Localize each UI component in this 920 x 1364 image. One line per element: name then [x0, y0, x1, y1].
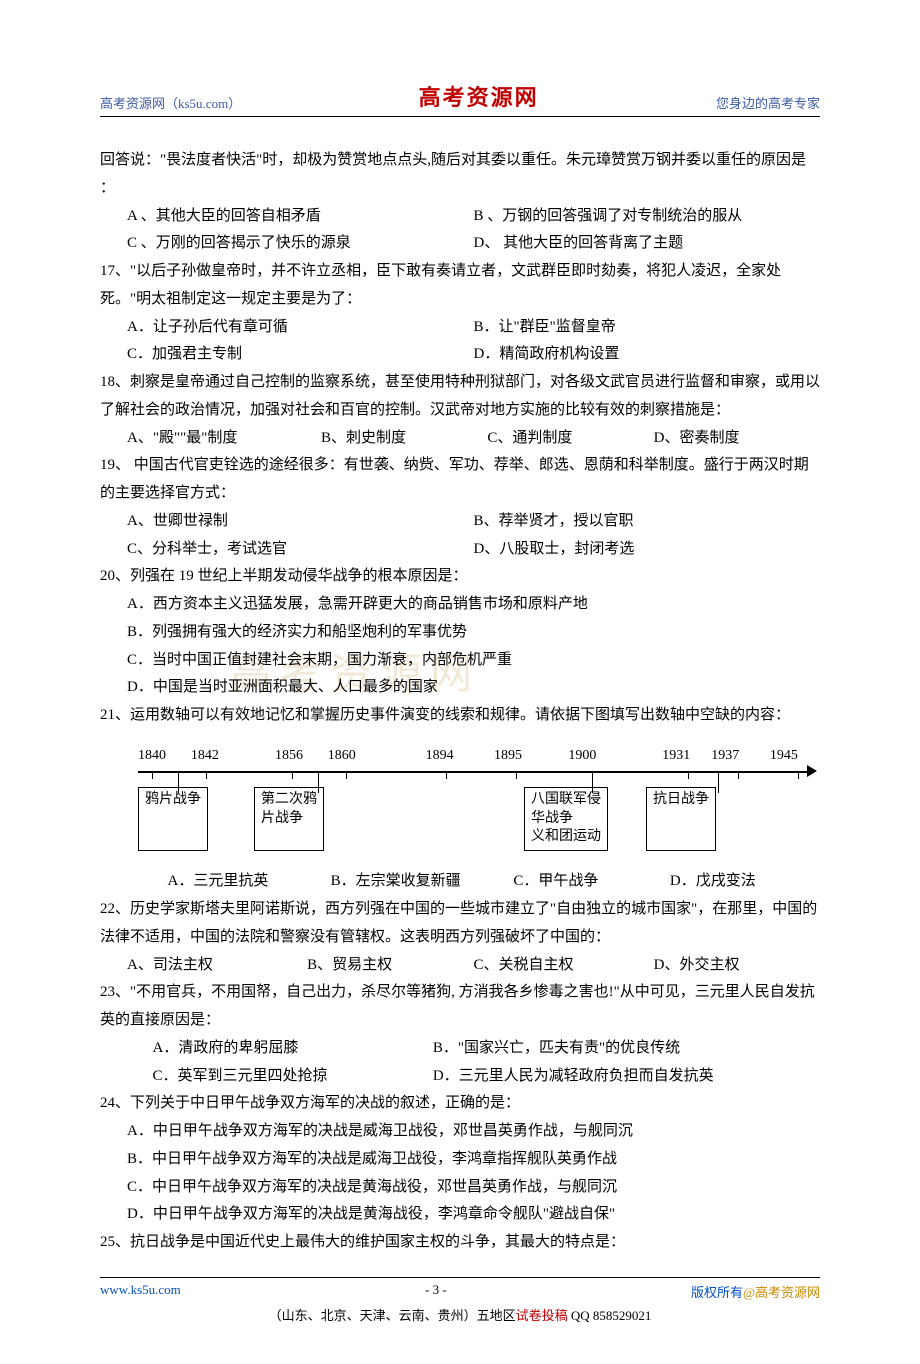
q21-opt-c: C．甲午战争 [513, 868, 670, 896]
q22-opt-d: D、外交主权 [654, 952, 820, 980]
event-second-opium-war: 第二次鸦 片战争 [254, 787, 324, 852]
timeline-years: 1840 1842 1856 1860 1894 1895 1900 1931 … [138, 743, 809, 769]
q20-options: A．西方资本主义迅猛发展，急需开辟更大的商品销售市场和原料产地 B．列强拥有强大… [100, 591, 820, 702]
year-1945: 1945 [770, 743, 809, 769]
q17-opt-b: B．让"群臣"监督皇帝 [474, 314, 821, 342]
header-right: 您身边的高考专家 [716, 93, 820, 112]
q16-opt-b: B 、万钢的回答强调了对专制统治的服从 [474, 203, 821, 231]
q17-stem: 17、"以后子孙做皇帝时，并不许立丞相，臣下敢有奏请立者，文武群臣即时劾奏，将犯… [100, 258, 820, 314]
year-1840: 1840 [138, 743, 191, 769]
q23-opt-a: A．清政府的卑躬屈膝 [153, 1035, 433, 1063]
q20-opt-a: A．西方资本主义迅猛发展，急需开辟更大的商品销售市场和原料产地 [127, 591, 820, 619]
q22-opt-a: A、司法主权 [127, 952, 307, 980]
q23-opt-b: B．"国家兴亡，匹夫有责"的优良传统 [433, 1035, 820, 1063]
q16-stem-cont: 回答说："畏法度者快活"时，却极为赞赏地点点头,随后对其委以重任。朱元璋赞赏万钢… [100, 147, 820, 203]
q22-opt-b: B、贸易主权 [307, 952, 473, 980]
q16-opt-c: C 、万刚的回答揭示了快乐的源泉 [127, 230, 474, 258]
q17-options: A．让子孙后代有章可循 B．让"群臣"监督皇帝 C．加强君主专制 D．精简政府机… [100, 314, 820, 370]
q18-options: A、"殿""最"制度 B、刺史制度 C、通判制度 D、密奏制度 [100, 425, 820, 453]
q20-stem: 20、列强在 19 世纪上半期发动侵华战争的根本原因是： [100, 563, 820, 591]
q17-opt-a: A．让子孙后代有章可循 [127, 314, 474, 342]
footer-line2: （山东、北京、天津、云南、贵州）五地区试卷投稿 QQ 858529021 [100, 1305, 820, 1324]
q20-opt-c: C．当时中国正值封建社会末期，国力渐衰，内部危机严重 [127, 647, 820, 675]
q19-options: A、世卿世禄制 B、荐举贤才，授以官职 C、分科举士，考试选官 D、八股取士，封… [100, 508, 820, 564]
year-1860: 1860 [328, 743, 426, 769]
q23-options: A．清政府的卑躬屈膝 B．"国家兴亡，匹夫有责"的优良传统 C．英军到三元里四处… [100, 1035, 820, 1091]
timeline-events: 鸦片战争 第二次鸦 片战争 八国联军侵 华战争 义和团运动 抗日战争 [138, 787, 809, 852]
q18-opt-b: B、刺史制度 [321, 425, 487, 453]
q19-opt-b: B、荐举贤才，授以官职 [474, 508, 821, 536]
header-left: 高考资源网（ks5u.com） [100, 93, 241, 112]
q23-opt-c: C．英军到三元里四处抢掠 [153, 1063, 433, 1091]
q18-stem: 18、刺察是皇帝通过自己控制的监察系统，甚至使用特种刑狱部门，对各级文武官员进行… [100, 369, 820, 425]
q17-opt-d: D．精简政府机构设置 [474, 341, 821, 369]
year-1931: 1931 [662, 743, 711, 769]
q21-options: A．三元里抗英 B．左宗棠收复新疆 C．甲午战争 D．戊戌变法 [100, 868, 820, 896]
q17-opt-c: C．加强君主专制 [127, 341, 474, 369]
year-1894: 1894 [426, 743, 494, 769]
event-opium-war: 鸦片战争 [138, 787, 208, 852]
header-center-logo: 高考资源网 [419, 80, 539, 112]
q25-stem: 25、抗日战争是中国近代史上最伟大的维护国家主权的斗争，其最大的特点是： [100, 1229, 820, 1257]
q20-opt-d: D．中国是当时亚洲面积最大、人口最多的国家 [127, 674, 820, 702]
footer-url: www.ks5u.com [100, 1282, 181, 1301]
q21-stem: 21、运用数轴可以有效地记忆和掌握历史事件演变的线索和规律。请依据下图填写出数轴… [100, 702, 820, 730]
year-1895: 1895 [494, 743, 568, 769]
event-eight-nation: 八国联军侵 华战争 义和团运动 [524, 787, 608, 852]
document-body: 回答说："畏法度者快活"时，却极为赞赏地点点头,随后对其委以重任。朱元璋赞赏万钢… [100, 147, 820, 1257]
timeline-diagram: 1840 1842 1856 1860 1894 1895 1900 1931 … [127, 736, 820, 863]
q18-opt-d: D、密奏制度 [654, 425, 820, 453]
year-1937: 1937 [711, 743, 770, 769]
q24-opt-b: B．中日甲午战争双方海军的决战是威海卫战役，李鸿章指挥舰队英勇作战 [127, 1146, 820, 1174]
q24-opt-d: D．中日甲午战争双方海军的决战是黄海战役，李鸿章命令舰队"避战自保" [127, 1201, 820, 1229]
q19-opt-a: A、世卿世禄制 [127, 508, 474, 536]
q16-options: A 、其他大臣的回答自相矛盾 B 、万钢的回答强调了对专制统治的服从 C 、万刚… [100, 203, 820, 259]
q23-stem: 23、"不用官兵，不用国帑，自己出力，杀尽尔等猪狗, 方消我各乡惨毒之害也!"从… [100, 979, 820, 1035]
q18-opt-a: A、"殿""最"制度 [127, 425, 321, 453]
q23-opt-d: D．三元里人民为减轻政府负担而自发抗英 [433, 1063, 820, 1091]
q22-stem: 22、历史学家斯塔夫里阿诺斯说，西方列强在中国的一些城市建立了"自由独立的城市国… [100, 896, 820, 952]
q24-stem: 24、下列关于中日甲午战争双方海军的决战的叙述，正确的是： [100, 1090, 820, 1118]
q19-stem: 19、 中国古代官吏铨选的途经很多：有世袭、纳赀、军功、荐举、郎选、恩荫和科举制… [100, 452, 820, 508]
page-footer: www.ks5u.com - 3 - 版权所有@高考资源网 [100, 1277, 820, 1301]
page-header: 高考资源网（ks5u.com） 高考资源网 您身边的高考专家 [100, 80, 820, 117]
q21-opt-d: D．戊戌变法 [670, 868, 820, 896]
year-1856: 1856 [275, 743, 328, 769]
year-1900: 1900 [568, 743, 662, 769]
q21-opt-a: A．三元里抗英 [168, 868, 331, 896]
q22-opt-c: C、关税自主权 [473, 952, 653, 980]
timeline-arrow-icon [807, 765, 817, 777]
footer-page-number: - 3 - [425, 1282, 447, 1301]
q18-opt-c: C、通判制度 [487, 425, 653, 453]
q24-options: A．中日甲午战争双方海军的决战是威海卫战役，邓世昌英勇作战，与舰同沉 B．中日甲… [100, 1118, 820, 1229]
q16-opt-d: D、 其他大臣的回答背离了主题 [474, 230, 821, 258]
q20-opt-b: B．列强拥有强大的经济实力和船坚炮利的军事优势 [127, 619, 820, 647]
timeline-axis [138, 771, 809, 787]
q24-opt-c: C．中日甲午战争双方海军的决战是黄海战役，邓世昌英勇作战，与舰同沉 [127, 1174, 820, 1202]
q21-opt-b: B．左宗棠收复新疆 [331, 868, 514, 896]
footer-copyright: 版权所有@高考资源网 [691, 1282, 820, 1301]
q19-opt-c: C、分科举士，考试选官 [127, 536, 474, 564]
event-anti-japanese-war: 抗日战争 [646, 787, 716, 852]
q22-options: A、司法主权 B、贸易主权 C、关税自主权 D、外交主权 [100, 952, 820, 980]
year-1842: 1842 [191, 743, 275, 769]
q19-opt-d: D、八股取士，封闭考选 [474, 536, 821, 564]
q24-opt-a: A．中日甲午战争双方海军的决战是威海卫战役，邓世昌英勇作战，与舰同沉 [127, 1118, 820, 1146]
q16-opt-a: A 、其他大臣的回答自相矛盾 [127, 203, 474, 231]
